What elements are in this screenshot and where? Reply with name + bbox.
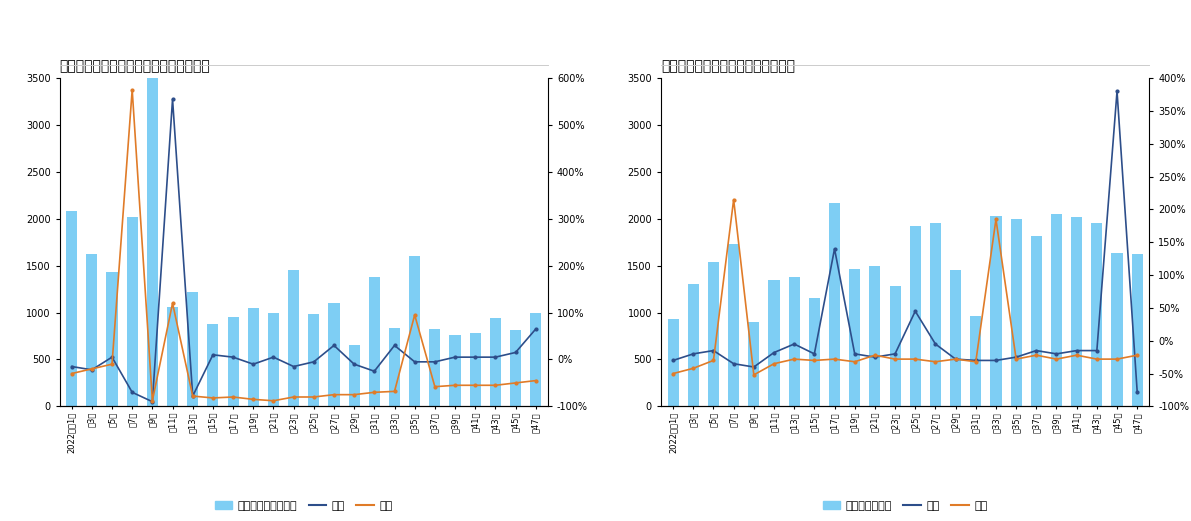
Bar [530, 313, 541, 406]
Bar [1091, 222, 1103, 406]
Bar [207, 324, 218, 406]
Bar [971, 316, 981, 406]
Bar [349, 345, 360, 406]
Bar [227, 317, 238, 406]
Bar [668, 319, 679, 406]
Legend: 二手住宅（套）, 环比, 同比: 二手住宅（套）, 环比, 同比 [818, 497, 992, 515]
Bar [469, 333, 481, 406]
Bar [429, 329, 441, 406]
Bar [490, 318, 501, 406]
Bar [748, 322, 760, 406]
Bar [1011, 219, 1022, 406]
Legend: 新建商品住宅（套）, 环比, 同比: 新建商品住宅（套）, 环比, 同比 [210, 497, 398, 515]
Bar [788, 277, 799, 406]
Bar [86, 254, 98, 406]
Bar [728, 244, 740, 406]
Bar [449, 335, 461, 406]
Bar [910, 226, 921, 406]
Bar [849, 268, 860, 406]
Bar [829, 203, 840, 406]
Bar [1071, 217, 1083, 406]
Bar [1111, 253, 1123, 406]
Bar [146, 78, 158, 406]
Bar [167, 307, 179, 406]
Bar [369, 277, 380, 406]
Bar [1131, 254, 1142, 406]
Bar [67, 212, 77, 406]
Bar [126, 217, 138, 406]
Bar [1050, 214, 1062, 406]
Bar [389, 328, 400, 406]
Bar [248, 308, 258, 406]
Bar [809, 297, 819, 406]
Bar [768, 280, 780, 406]
Text: 南京二手住宅周度成交套数及同环比: 南京二手住宅周度成交套数及同环比 [661, 59, 796, 73]
Bar [687, 283, 699, 406]
Bar [308, 315, 319, 406]
Text: 南京新建商品住宅周度成交套数及同环比: 南京新建商品住宅周度成交套数及同环比 [60, 59, 211, 73]
Bar [869, 266, 880, 406]
Bar [930, 222, 941, 406]
Bar [288, 270, 299, 406]
Bar [106, 272, 118, 406]
Bar [707, 262, 719, 406]
Bar [991, 216, 1002, 406]
Bar [950, 270, 961, 406]
Bar [1030, 235, 1042, 406]
Bar [410, 256, 420, 406]
Bar [890, 287, 900, 406]
Bar [329, 303, 339, 406]
Bar [268, 313, 279, 406]
Bar [510, 330, 522, 406]
Bar [187, 292, 198, 406]
